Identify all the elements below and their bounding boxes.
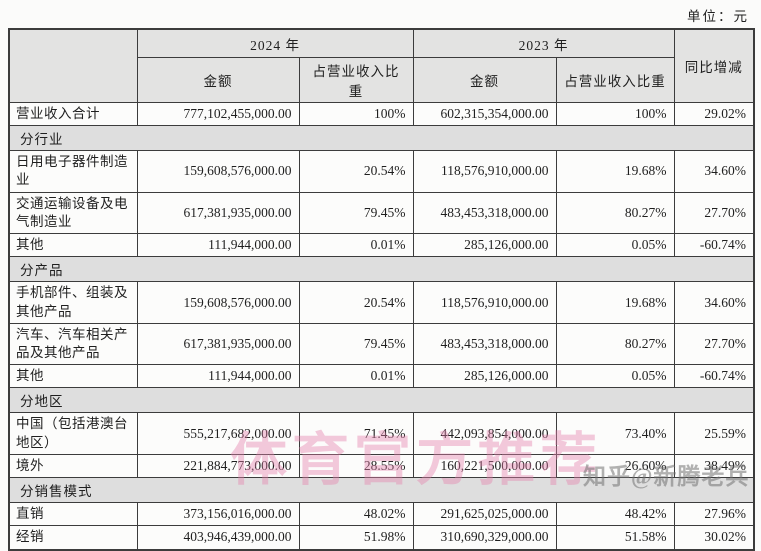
yoy-value: 38.49% [673, 453, 755, 479]
row-label: 营业收入合计 [8, 101, 138, 127]
table-row: 直销 373,156,016,000.00 48.02% 291,625,025,00… [8, 502, 755, 527]
section-label: 分产品 [8, 256, 755, 283]
yoy-value: 29.02% [673, 101, 755, 127]
pct-2024: 0.01% [298, 364, 414, 389]
table-row: 其他 111,944,000.00 0.01% 285,126,000.00 0.05%… [8, 364, 755, 389]
revenue-breakdown-table: 2024 年 2023 年 同比增减 金额 占营业收入比重 金额 占营业收入比重… [8, 28, 755, 551]
amount-2023: 285,126,000.00 [412, 364, 557, 389]
table-body: 营业收入合计 777,102,455,000.00 100% 602,315,354,… [8, 101, 755, 550]
yoy-value: 34.60% [673, 281, 755, 324]
row-label: 中国（包括港澳台地区） [8, 412, 138, 455]
row-label: 直销 [8, 502, 138, 527]
amount-2023: 483,453,318,000.00 [412, 322, 557, 366]
header-pct-2023: 占营业收入比重 [555, 57, 675, 103]
pct-2024: 51.98% [298, 525, 414, 550]
amount-2024: 617,381,935,000.00 [136, 191, 300, 235]
section-label: 分销售模式 [8, 477, 755, 504]
amount-2024: 617,381,935,000.00 [136, 322, 300, 366]
pct-2023: 73.40% [555, 412, 675, 455]
amount-2023: 285,126,000.00 [412, 233, 557, 258]
section-label: 分行业 [8, 125, 755, 152]
row-label: 交通运输设备及电气制造业 [8, 191, 138, 235]
row-label: 汽车、汽车相关产品及其他产品 [8, 322, 138, 366]
pct-2023: 19.68% [555, 150, 675, 193]
yoy-value: 25.59% [673, 412, 755, 455]
table-row: 汽车、汽车相关产品及其他产品 617,381,935,000.00 79.45% 48… [8, 322, 755, 366]
pct-2024: 79.45% [298, 191, 414, 235]
section-label: 分地区 [8, 387, 755, 414]
unit-label: 单位：元 [687, 9, 749, 24]
amount-2024: 111,944,000.00 [136, 233, 300, 258]
section-row: 分销售模式 [8, 477, 755, 504]
yoy-value: -60.74% [673, 364, 755, 389]
pct-2024: 100% [298, 101, 414, 127]
table-row: 经销 403,946,439,000.00 51.98% 310,690,329,00… [8, 525, 755, 550]
header-row-years: 2024 年 2023 年 同比增减 [8, 28, 755, 103]
amount-2023: 310,690,329,000.00 [412, 525, 557, 550]
row-label: 境外 [8, 453, 138, 479]
amount-2024: 555,217,682,000.00 [136, 412, 300, 455]
header-year-2024: 2024 年 [136, 28, 414, 58]
yoy-value: 34.60% [673, 150, 755, 193]
table-row: 手机部件、组装及其他产品 159,608,576,000.00 20.54% 118,… [8, 281, 755, 324]
yoy-value: 30.02% [673, 525, 755, 550]
pct-2023: 19.68% [555, 281, 675, 324]
pct-2023: 51.58% [555, 525, 675, 550]
header-row-measures: 金额 占营业收入比重 金额 占营业收入比重 [9, 57, 754, 103]
amount-2024: 221,884,773,000.00 [136, 453, 300, 479]
header-yoy: 同比增减 [673, 28, 755, 103]
yoy-value: -60.74% [673, 233, 755, 258]
pct-2023: 100% [555, 101, 675, 127]
pct-2023: 80.27% [555, 191, 675, 235]
row-label: 经销 [8, 525, 138, 550]
table-header: 2024 年 2023 年 同比增减 金额 占营业收入比重 金额 占营业收入比重 [8, 28, 755, 103]
header-blank-cell [8, 28, 138, 103]
table-row: 中国（包括港澳台地区） 555,217,682,000.00 71.45% 442,0… [8, 412, 755, 455]
yoy-value: 27.70% [673, 322, 755, 366]
table-row: 日用电子器件制造业 159,608,576,000.00 20.54% 118,576… [8, 150, 755, 193]
row-label: 手机部件、组装及其他产品 [8, 281, 138, 324]
amount-2023: 291,625,025,000.00 [412, 502, 557, 527]
section-row: 分行业 [8, 125, 755, 152]
header-year-2023: 2023 年 [412, 28, 675, 58]
amount-2023: 118,576,910,000.00 [412, 150, 557, 193]
header-pct-2024: 占营业收入比重 [298, 57, 414, 103]
yoy-value: 27.70% [673, 191, 755, 235]
amount-2023: 160,221,500,000.00 [412, 453, 557, 479]
amount-2023: 118,576,910,000.00 [412, 281, 557, 324]
pct-2024: 71.45% [298, 412, 414, 455]
yoy-value: 27.96% [673, 502, 755, 527]
pct-2024: 48.02% [298, 502, 414, 527]
pct-2023: 80.27% [555, 322, 675, 366]
header-amount-2023: 金额 [412, 57, 557, 103]
amount-2024: 111,944,000.00 [136, 364, 300, 389]
pct-2024: 20.54% [298, 150, 414, 193]
pct-2023: 0.05% [555, 233, 675, 258]
section-row: 分地区 [8, 387, 755, 414]
amount-2024: 777,102,455,000.00 [136, 101, 300, 127]
row-label: 其他 [8, 364, 138, 389]
row-label: 日用电子器件制造业 [8, 150, 138, 193]
amount-2023: 602,315,354,000.00 [412, 101, 557, 127]
pct-2024: 28.55% [298, 453, 414, 479]
amount-2024: 159,608,576,000.00 [136, 150, 300, 193]
amount-2024: 403,946,439,000.00 [136, 525, 300, 550]
pct-2023: 48.42% [555, 502, 675, 527]
table-row: 交通运输设备及电气制造业 617,381,935,000.00 79.45% 483,… [8, 191, 755, 235]
table-row: 营业收入合计 777,102,455,000.00 100% 602,315,354,… [8, 101, 755, 127]
pct-2024: 0.01% [298, 233, 414, 258]
amount-2023: 483,453,318,000.00 [412, 191, 557, 235]
header-amount-2024: 金额 [136, 57, 300, 103]
pct-2024: 20.54% [298, 281, 414, 324]
pct-2024: 79.45% [298, 322, 414, 366]
amount-2024: 159,608,576,000.00 [136, 281, 300, 324]
section-row: 分产品 [8, 256, 755, 283]
table-row: 境外 221,884,773,000.00 28.55% 160,221,500,00… [8, 453, 755, 479]
amount-2024: 373,156,016,000.00 [136, 502, 300, 527]
amount-2023: 442,093,854,000.00 [412, 412, 557, 455]
row-label: 其他 [8, 233, 138, 258]
table-row: 其他 111,944,000.00 0.01% 285,126,000.00 0.05%… [8, 233, 755, 258]
pct-2023: 26.60% [555, 453, 675, 479]
pct-2023: 0.05% [555, 364, 675, 389]
